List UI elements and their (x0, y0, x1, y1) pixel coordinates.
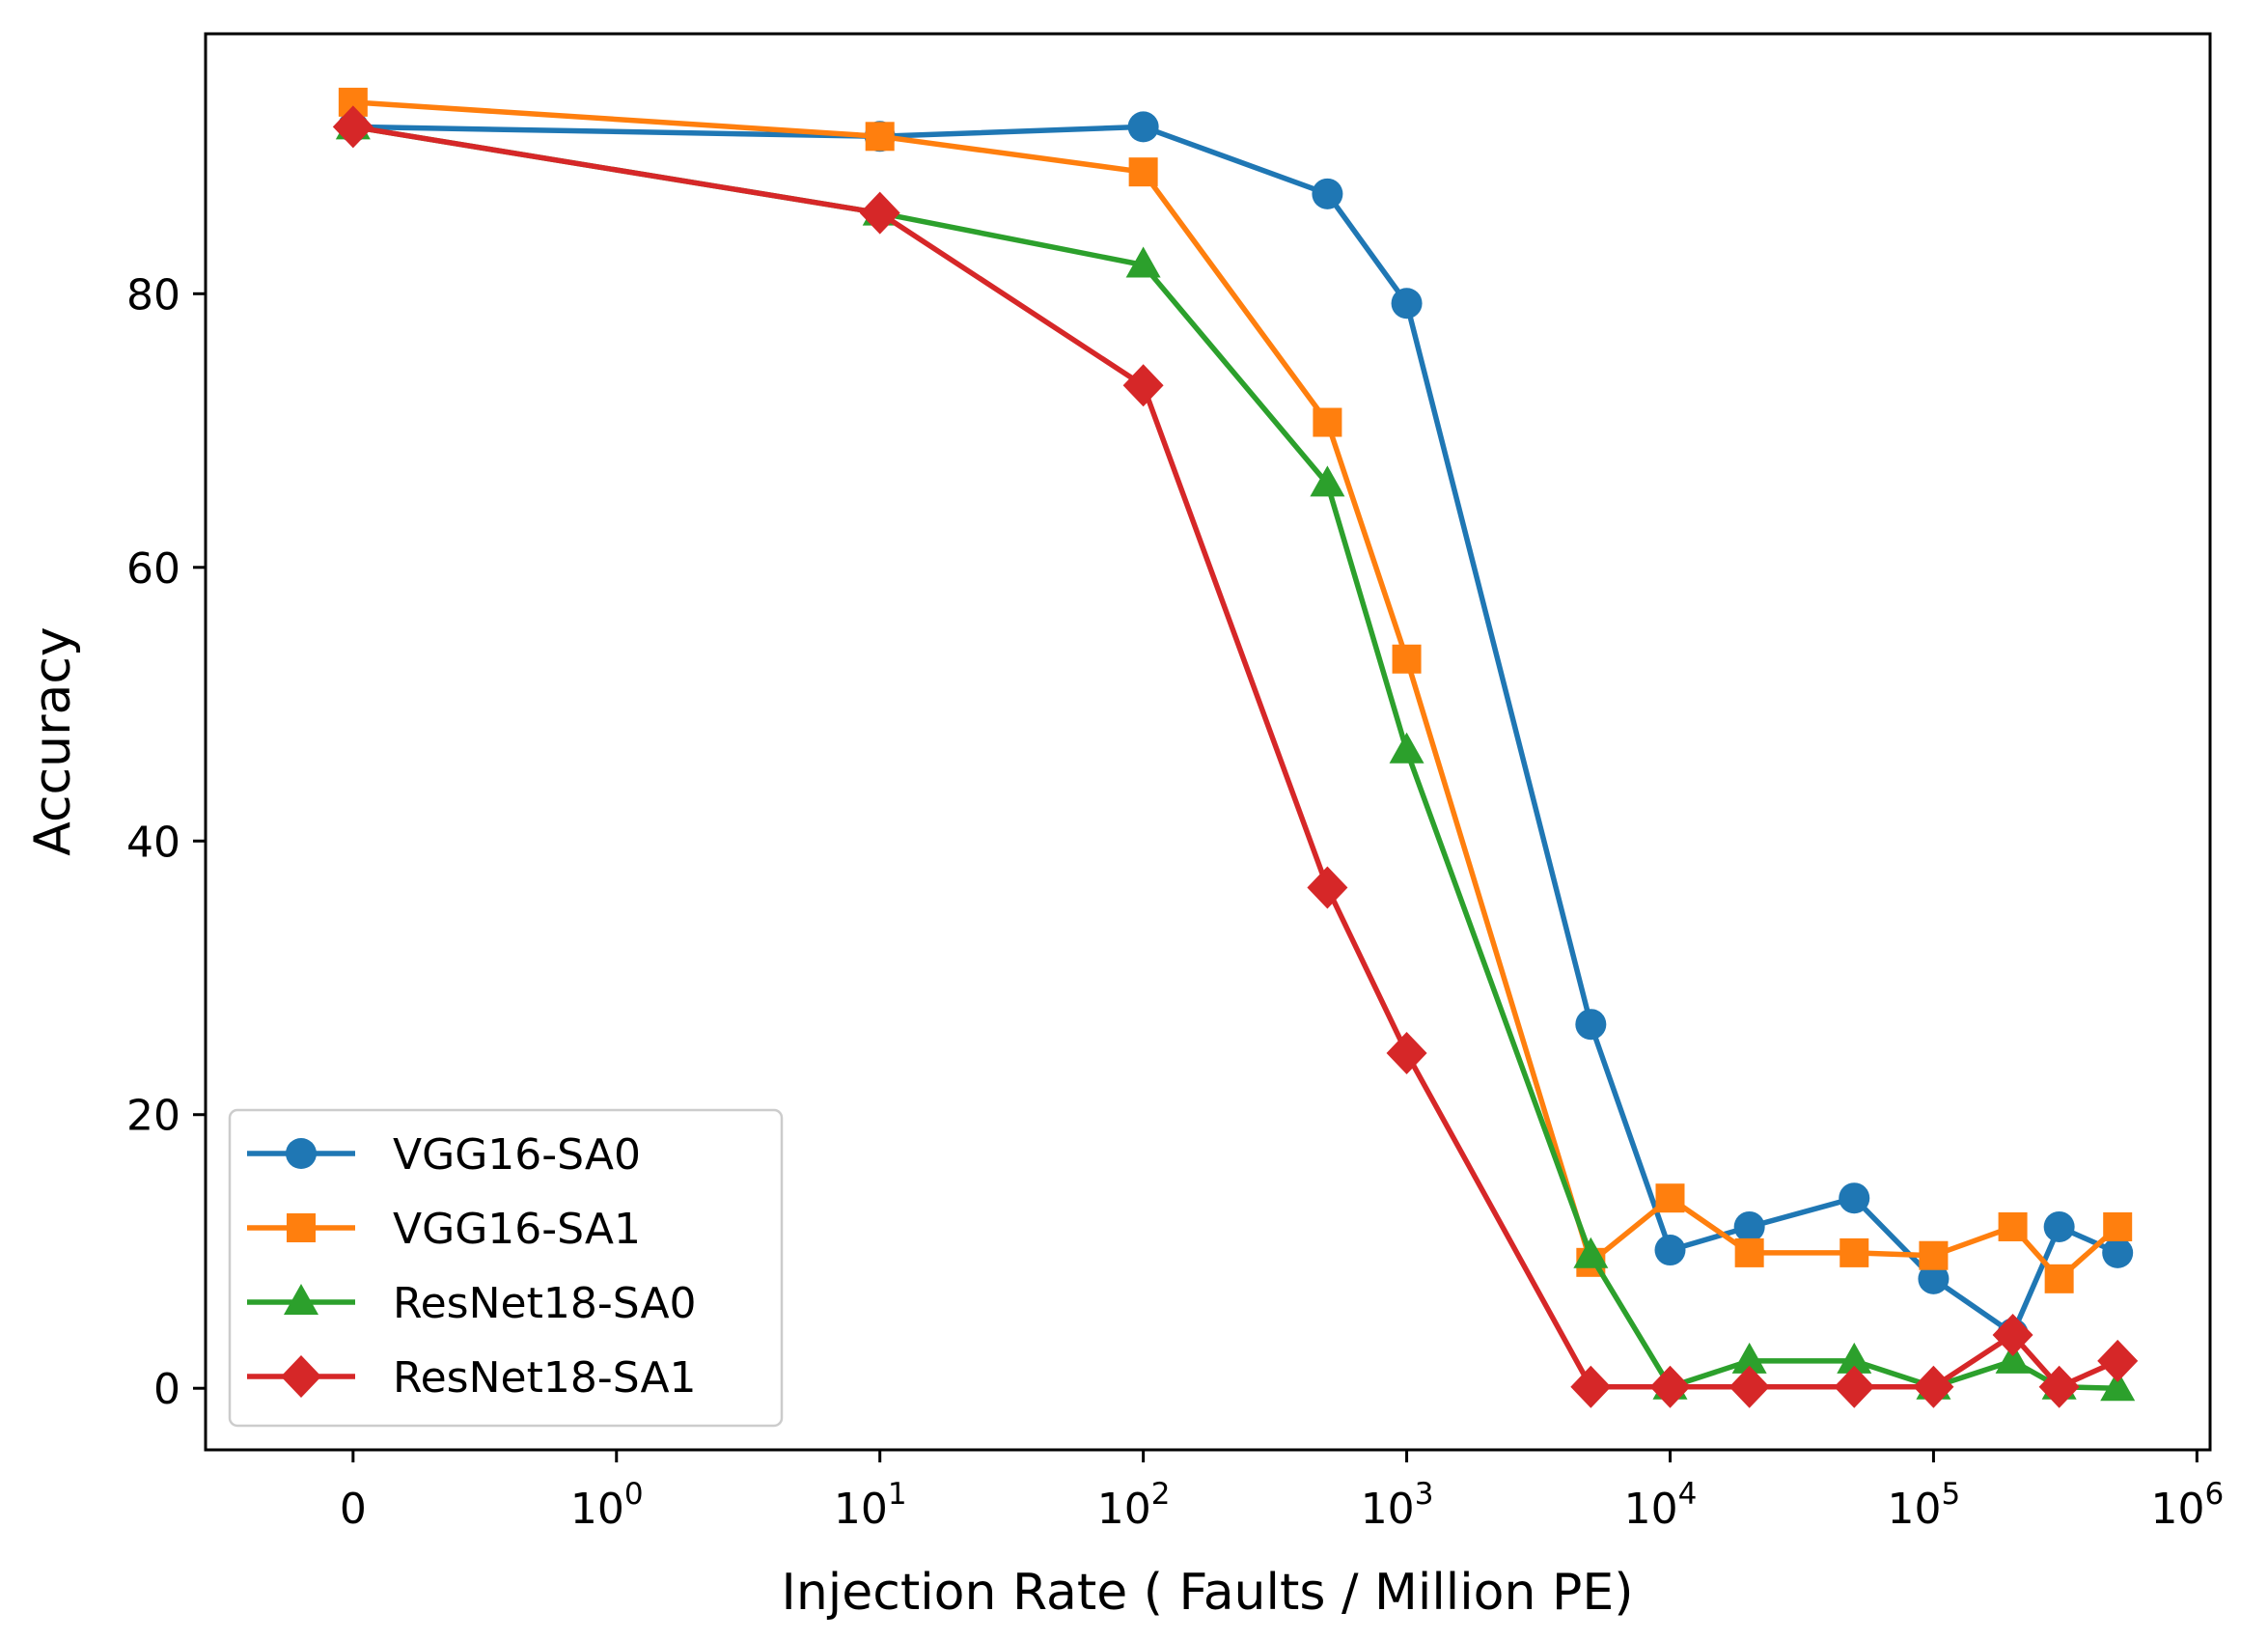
data-point (1837, 1342, 1872, 1374)
legend-entry: ResNet18-SA0 (247, 1279, 697, 1328)
data-point (1391, 288, 1423, 320)
x-tick-label: 100 (570, 1477, 644, 1534)
data-point (1575, 1009, 1607, 1041)
legend-entry: ResNet18-SA1 (247, 1353, 697, 1403)
y-axis: 0 20 40 60 80 (126, 270, 206, 1414)
data-point (1386, 1031, 1427, 1074)
data-point (1731, 1342, 1767, 1374)
data-point (1919, 1240, 1949, 1270)
data-point (859, 191, 900, 235)
data-point (1839, 1182, 1870, 1214)
data-point (1649, 1365, 1691, 1408)
legend-marker (284, 1284, 318, 1315)
data-point (1998, 1211, 2028, 1241)
data-point (1734, 1237, 1764, 1267)
x-tick-label: 104 (1624, 1477, 1698, 1534)
series-layer (332, 87, 2139, 1408)
data-point (332, 105, 373, 149)
y-axis-label: Accuracy (24, 626, 82, 855)
data-point (1307, 866, 1348, 909)
legend-entry: VGG16-SA0 (247, 1130, 641, 1180)
y-tick-label: 20 (126, 1092, 180, 1141)
data-point (1995, 1342, 2031, 1374)
data-point (1654, 1235, 1686, 1266)
data-point (2102, 1237, 2134, 1268)
data-point (1918, 1263, 1950, 1294)
data-point (1122, 364, 1164, 407)
data-point (2043, 1210, 2075, 1242)
data-point (1834, 1365, 1875, 1408)
x-tick-label: 101 (834, 1477, 907, 1534)
data-point (1655, 1183, 1685, 1213)
data-point (1992, 1313, 2033, 1356)
series-vgg16-sa1 (338, 87, 2133, 1293)
legend-marker (286, 1138, 317, 1169)
data-point (1913, 1365, 1954, 1408)
x-axis: 0 100 101 102 103 104 105 106 (340, 1450, 2224, 1534)
legend-marker (287, 1213, 316, 1242)
y-tick-label: 80 (126, 270, 180, 320)
data-point (1389, 732, 1424, 764)
data-point (2100, 1370, 2136, 1402)
legend-box (228, 1108, 784, 1428)
data-point (1570, 1365, 1612, 1408)
legend-label: ResNet18-SA0 (393, 1279, 697, 1328)
data-point (1392, 644, 1422, 674)
data-point (1127, 111, 1159, 143)
data-point (1839, 1237, 1869, 1267)
legend-label: VGG16-SA0 (393, 1130, 641, 1180)
data-point (2097, 1339, 2139, 1382)
y-tick-label: 0 (153, 1365, 180, 1414)
y-tick-label: 60 (126, 544, 180, 594)
y-tick-label: 40 (126, 818, 180, 867)
data-point (1125, 246, 1161, 278)
series-resnet18-sa1 (332, 105, 2139, 1408)
x-tick-label: 106 (2150, 1477, 2224, 1534)
x-axis-label: Injection Rate ( Faults / Million PE) (782, 1564, 1634, 1622)
data-point (1573, 1237, 1609, 1268)
legend-label: VGG16-SA1 (393, 1205, 641, 1254)
data-point (1733, 1210, 1765, 1242)
legend-entry: VGG16-SA1 (247, 1205, 641, 1254)
x-tick-label: 0 (340, 1485, 367, 1534)
data-point (2044, 1264, 2074, 1293)
legend: VGG16-SA0 VGG16-SA1 ResNet18-SA0 ResNet18-S… (228, 1108, 784, 1428)
x-tick-label: 103 (1361, 1477, 1434, 1534)
data-point (1128, 157, 1158, 187)
x-tick-label: 102 (1097, 1477, 1171, 1534)
data-point (865, 122, 895, 152)
x-tick-label: 105 (1888, 1477, 1961, 1534)
data-point (1312, 178, 1343, 209)
plot-frame (204, 32, 2212, 1452)
data-point (1313, 407, 1342, 437)
legend-label: ResNet18-SA1 (393, 1353, 697, 1403)
data-point (2038, 1365, 2080, 1408)
data-point (2103, 1211, 2133, 1241)
data-point (1310, 465, 1345, 497)
data-point (1729, 1365, 1770, 1408)
legend-marker (281, 1355, 321, 1398)
